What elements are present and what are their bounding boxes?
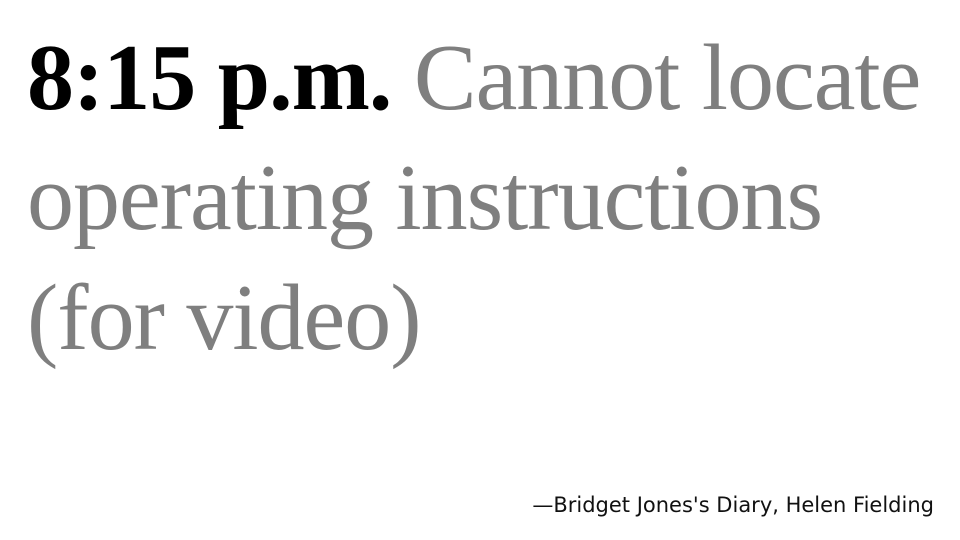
quote-attribution: —Bridget Jones's Diary, Helen Fielding	[532, 493, 934, 517]
quote-block: 8:15 p.m. Cannot locate operating instru…	[27, 18, 937, 378]
quote-text: Cannot locate operating instructions (fo…	[27, 26, 921, 370]
quote-time: 8:15 p.m.	[27, 26, 392, 130]
